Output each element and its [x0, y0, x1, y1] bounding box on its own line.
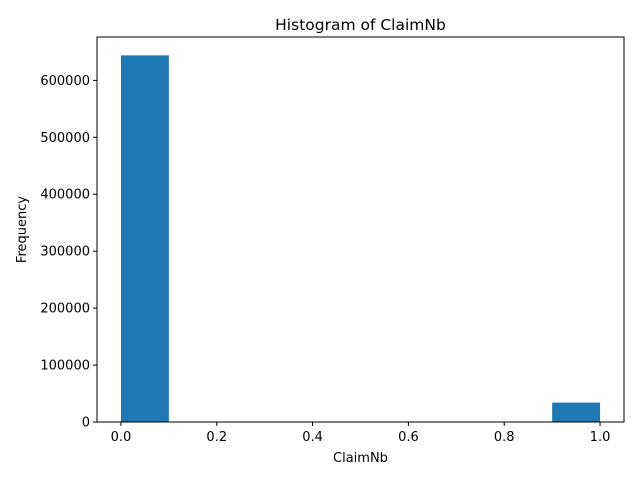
y-tick-label: 100000	[40, 359, 90, 374]
x-tick-label: 0.4	[302, 430, 323, 445]
y-tick-label: 500000	[40, 131, 90, 146]
x-tick-label: 0.8	[494, 430, 515, 445]
x-tick-label: 0.2	[206, 430, 227, 445]
histogram-bar-0	[120, 55, 169, 423]
y-tick-label: 400000	[40, 188, 90, 203]
bars-group	[120, 55, 601, 423]
x-axis-label: ClaimNb	[333, 451, 388, 466]
y-tick-label: 0	[82, 416, 90, 431]
y-tick-label: 300000	[40, 245, 90, 260]
x-axis-ticks: 0.0 0.2 0.4 0.6 0.8 1.0	[111, 422, 611, 445]
histogram-bar-9	[552, 402, 601, 422]
axes-frame	[96, 36, 625, 423]
x-tick-label: 1.0	[590, 430, 611, 445]
x-tick-label: 0.0	[111, 430, 132, 445]
y-tick-label: 200000	[40, 302, 90, 317]
y-axis-label: Frequency	[15, 196, 30, 263]
y-tick-label: 600000	[40, 74, 90, 89]
y-axis-ticks: 0 100000 200000 300000 400000 500000 600000	[40, 74, 97, 431]
x-tick-label: 0.6	[398, 430, 419, 445]
chart-title: Histogram of ClaimNb	[275, 16, 446, 34]
